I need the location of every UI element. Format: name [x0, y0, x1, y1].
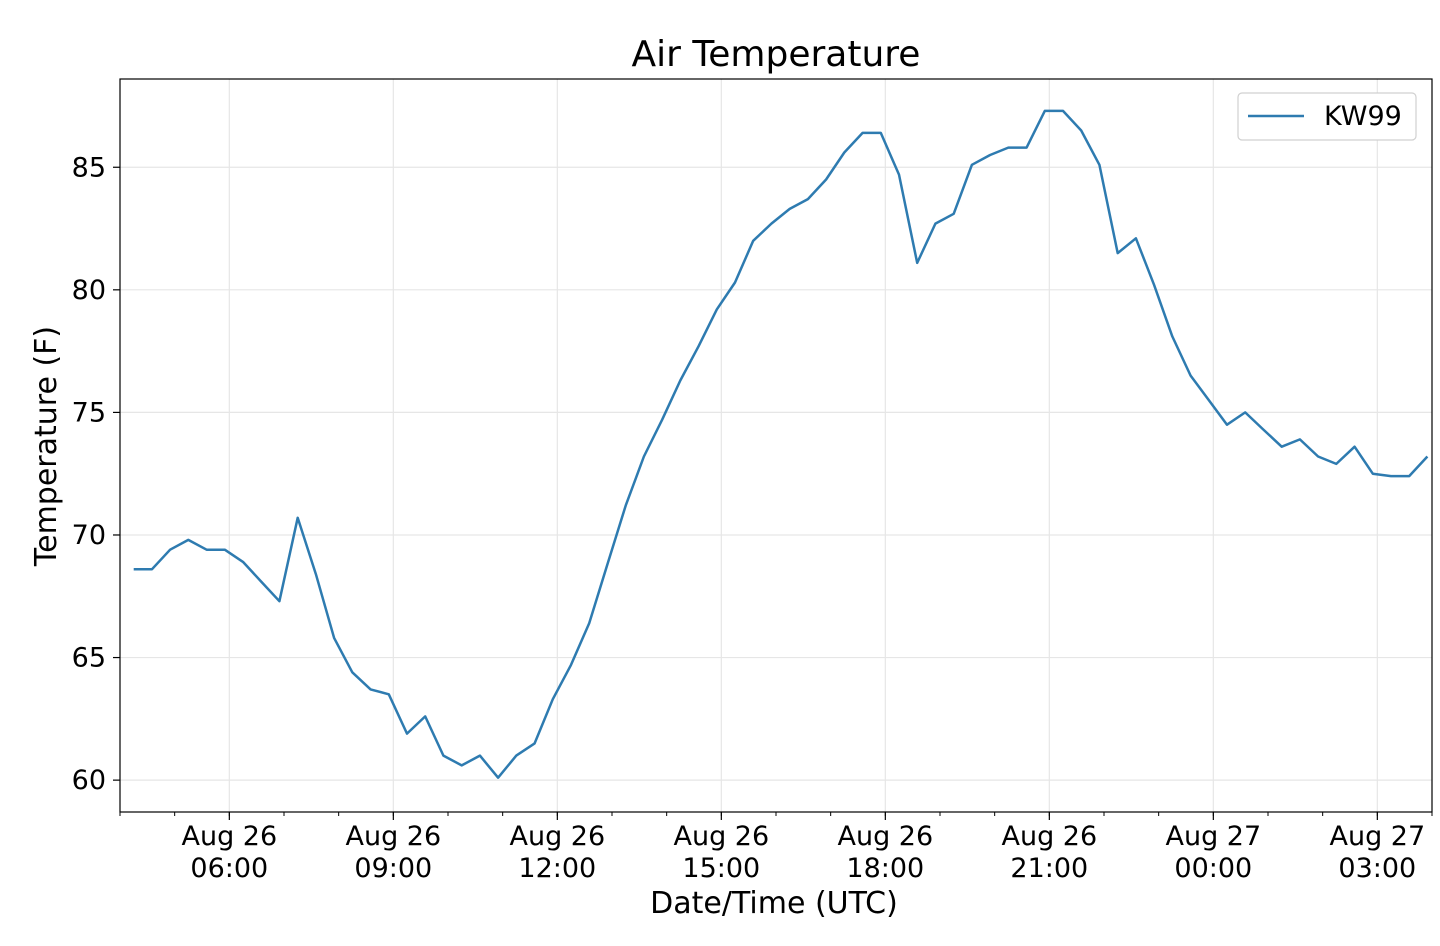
y-tick-label: 85: [72, 152, 106, 183]
x-tick-label: Aug 26 09:00: [345, 821, 441, 884]
y-tick-label: 75: [72, 397, 106, 428]
series-layer: [133, 109, 1429, 779]
y-axis-title: Temperature (F): [29, 326, 64, 567]
legend-box: [1237, 92, 1417, 141]
x-tick-label: Aug 26 18:00: [837, 821, 933, 884]
y-tick-label: 65: [72, 643, 106, 674]
chart-title: Air Temperature: [632, 34, 921, 75]
x-tick-label: Aug 26 06:00: [181, 821, 277, 884]
y-tick-label: 60: [72, 765, 106, 796]
x-axis-title: Date/Time (UTC): [650, 886, 898, 921]
legend: KW99: [1237, 92, 1417, 141]
x-tick-label: Aug 26 12:00: [509, 821, 605, 884]
ticks: 60 65 70 75 80 85 Aug 26 06:00 Aug 26 09:00 Aug 26…: [72, 152, 1433, 884]
y-tick-label: 80: [72, 275, 106, 306]
x-tick-label: Aug 27 00:00: [1165, 821, 1261, 884]
x-tick-label: Aug 26 21:00: [1001, 821, 1097, 884]
series-line-kw99: [133, 109, 1429, 779]
legend-label-kw99: KW99: [1324, 101, 1402, 132]
x-tick-label: Aug 27 03:00: [1329, 821, 1425, 884]
grid: [120, 79, 1432, 812]
y-tick-label: 70: [72, 520, 106, 551]
x-tick-label: Aug 26 15:00: [673, 821, 769, 884]
